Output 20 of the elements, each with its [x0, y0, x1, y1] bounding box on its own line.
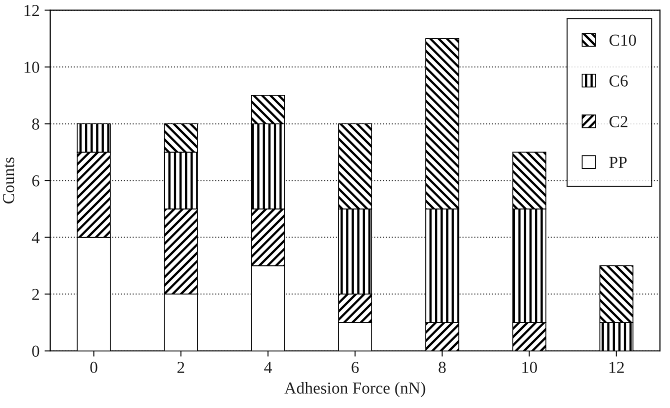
legend-label: C2: [610, 116, 628, 128]
y-tick-label: 0: [32, 346, 40, 357]
x-axis-title: Adhesion Force (nN): [284, 382, 426, 398]
x-tick-label: 0: [90, 362, 98, 374]
y-tick-label: 10: [24, 62, 40, 73]
x-tick-label: 2: [177, 362, 184, 373]
x-tick-label: 4: [264, 362, 272, 373]
legend-label: C6: [610, 75, 628, 87]
y-tick-label: 8: [32, 118, 40, 130]
y-tick-label: 4: [32, 232, 40, 244]
x-tick-label: 12: [610, 362, 624, 373]
x-tick-label: 8: [438, 362, 446, 374]
x-tick-label: 10: [522, 362, 537, 374]
y-tick-label: 12: [24, 4, 39, 16]
y-tick-label: 6: [32, 175, 40, 186]
y-axis-title: Counts: [3, 158, 14, 204]
legend-label: PP: [609, 156, 627, 168]
x-tick-label: 6: [352, 362, 359, 374]
y-tick-label: 2: [32, 288, 39, 300]
legend-label: C10: [610, 34, 636, 46]
